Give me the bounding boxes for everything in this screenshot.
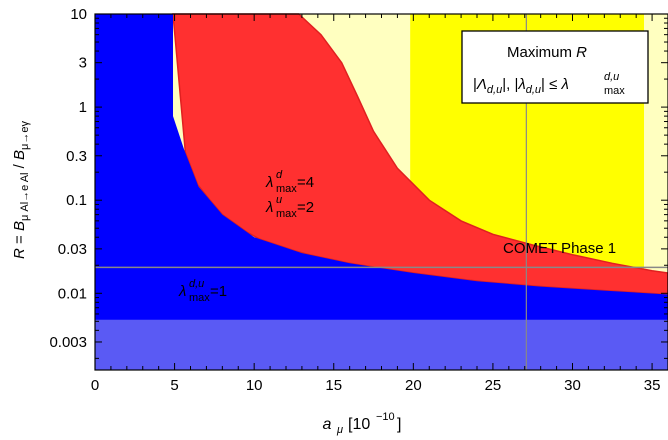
x-tick-label: 10 [246, 377, 263, 394]
y-tick-label: 0.003 [49, 334, 87, 351]
legend: Maximum R |Λd,u|, |λd,u| ≤ λ d,u max [461, 30, 649, 104]
x-tick-label: 25 [485, 377, 502, 394]
y-tick-label: 3 [79, 55, 87, 72]
x-tick-label: 20 [405, 377, 422, 394]
annotation-lambda-du-1: λ d,u max =1 [178, 278, 227, 304]
svg-text:R = Bμ Al→e Al / Bμ→eγ: R = Bμ Al→e Al / Bμ→eγ [11, 121, 31, 259]
svg-text:=4: =4 [297, 174, 314, 191]
svg-text:max: max [604, 85, 625, 97]
svg-text:max: max [276, 208, 297, 220]
svg-text:λ: λ [265, 199, 273, 216]
svg-text:]: ] [397, 416, 401, 433]
y-tick-label: 1 [79, 99, 87, 116]
svg-text:d,u: d,u [189, 278, 204, 290]
tick-labels: 0 5 10 15 20 25 30 35 10 3 1 0.3 0.1 0.03 0.01 0.003 [49, 6, 660, 394]
y-tick-label: 0.03 [58, 241, 87, 258]
annotation-lambda-u-2: λ u max =2 [265, 194, 314, 220]
svg-text:λ: λ [178, 283, 186, 300]
svg-text:=1: =1 [210, 283, 227, 300]
axis-ticks [94, 13, 668, 370]
y-tick-label: 0.3 [66, 148, 87, 165]
comet-label: COMET Phase 1 [503, 240, 616, 257]
svg-text:d,u: d,u [604, 71, 619, 83]
y-axis-title: R = Bμ Al→e Al / Bμ→eγ [11, 121, 31, 259]
svg-text:a: a [323, 416, 332, 433]
svg-text:−10: −10 [376, 411, 395, 423]
svg-text:[10: [10 [348, 416, 370, 433]
svg-text:Maximum R: Maximum R [507, 44, 587, 61]
x-tick-label: 35 [644, 377, 661, 394]
shaded-band-0 [95, 319, 668, 370]
y-tick-label: 0.1 [66, 192, 87, 209]
y-tick-label: 0.01 [58, 285, 87, 302]
x-tick-label: 5 [170, 377, 178, 394]
x-tick-label: 30 [564, 377, 581, 394]
x-tick-label: 0 [91, 377, 99, 394]
svg-text:=2: =2 [297, 199, 314, 216]
shaded-regions [95, 13, 668, 370]
region-lambda-du-1 [95, 14, 668, 370]
svg-text:max: max [276, 183, 297, 195]
svg-text:μ: μ [336, 424, 343, 436]
x-tick-label: 15 [325, 377, 342, 394]
lower-shaded-band [95, 319, 668, 370]
svg-text:max: max [189, 292, 210, 304]
annotation-lambda-d-4: λ d max =4 [265, 169, 314, 195]
svg-text:u: u [276, 194, 282, 206]
svg-text:d: d [276, 169, 283, 181]
x-axis-title: a μ [10 −10 ] [323, 411, 402, 436]
y-tick-label: 10 [70, 6, 87, 23]
svg-text:λ: λ [265, 174, 273, 191]
